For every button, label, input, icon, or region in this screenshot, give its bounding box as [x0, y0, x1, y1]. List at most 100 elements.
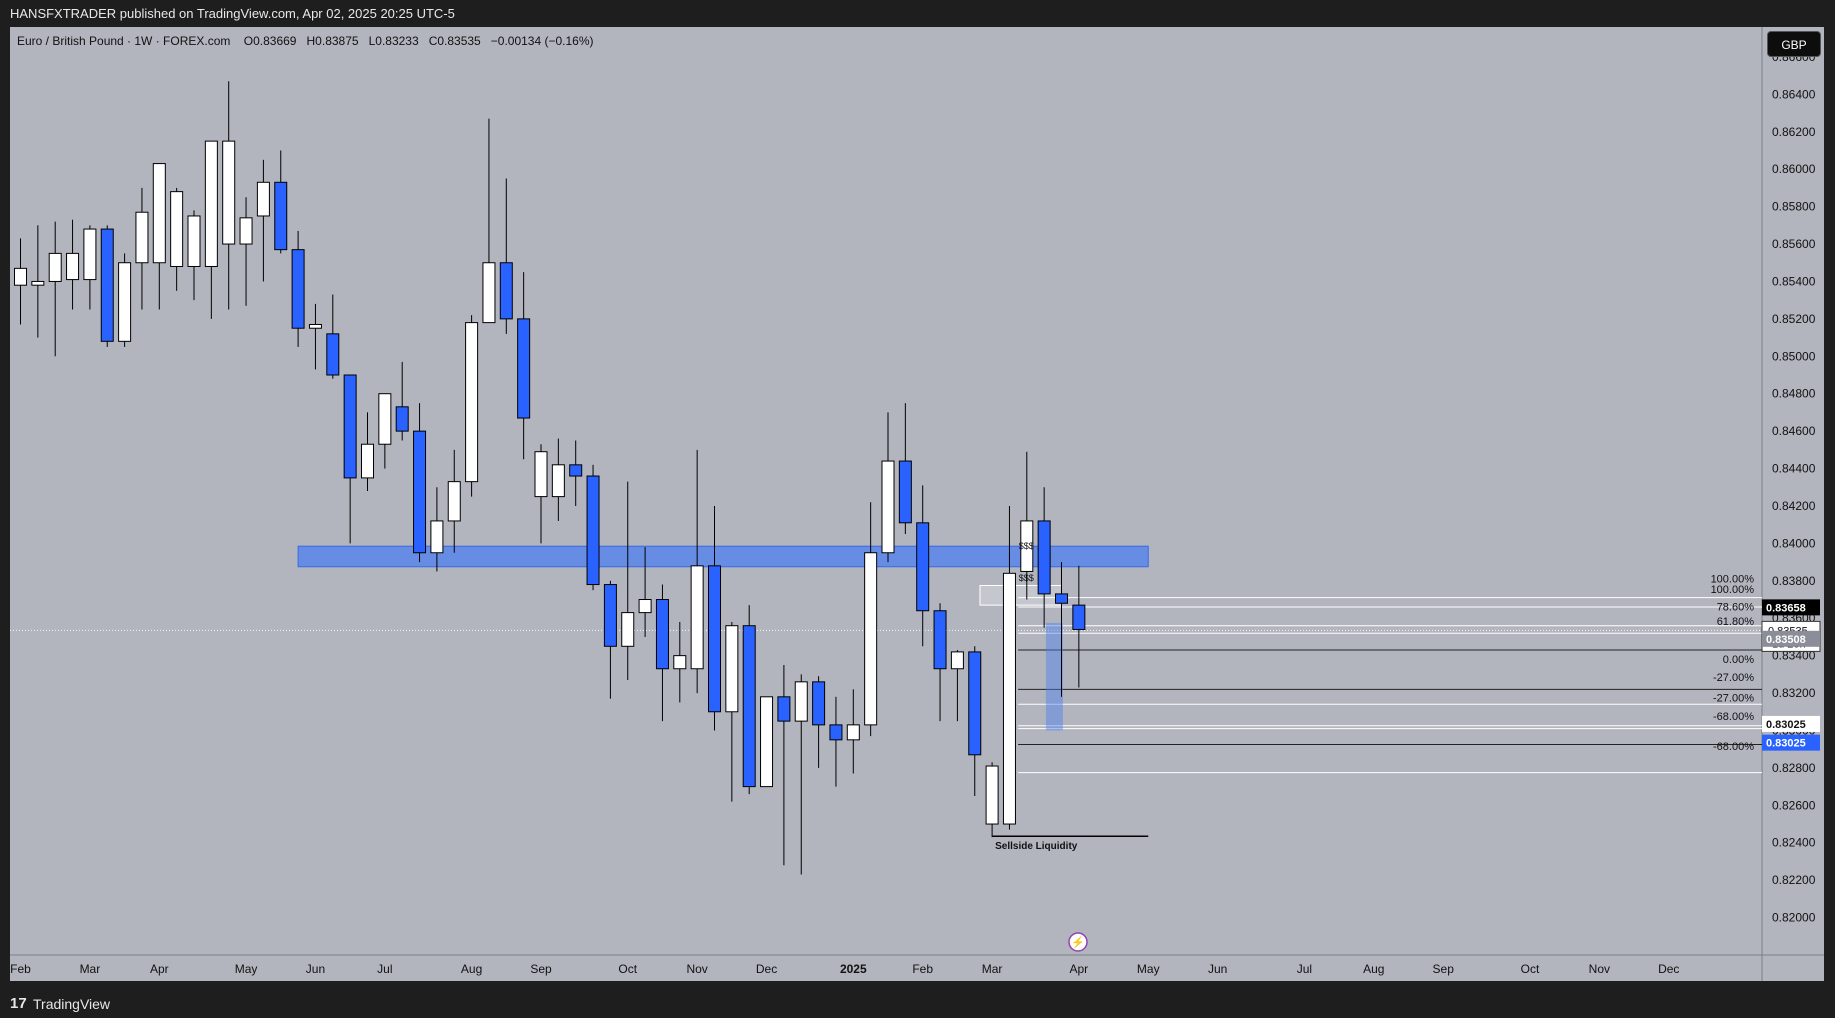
- candle-body[interactable]: [118, 262, 132, 342]
- candle-body[interactable]: [725, 625, 739, 713]
- candle-body[interactable]: [534, 451, 548, 498]
- projection-box[interactable]: [1045, 622, 1063, 731]
- price-tick-label: 0.85200: [1772, 312, 1816, 326]
- price-tick-label: 0.82600: [1772, 798, 1816, 812]
- candle-body[interactable]: [690, 565, 704, 670]
- candle-body[interactable]: [83, 228, 97, 281]
- candle-body[interactable]: [447, 481, 461, 522]
- candle-body[interactable]: [204, 140, 218, 267]
- candle-body[interactable]: [48, 252, 62, 282]
- candle-body[interactable]: [170, 191, 184, 267]
- price-axis[interactable]: [1762, 27, 1824, 955]
- legend-symbol: Euro / British Pound · 1W · FOREX.com: [17, 34, 231, 48]
- candle-body[interactable]: [881, 460, 895, 554]
- candle-body[interactable]: [274, 181, 288, 251]
- blue-supply-demand-zone[interactable]: [297, 545, 1149, 568]
- candle-body[interactable]: [864, 552, 878, 726]
- candle-body[interactable]: [1020, 520, 1034, 572]
- candle-body[interactable]: [898, 460, 912, 524]
- candle-body[interactable]: [187, 215, 201, 267]
- candle-body[interactable]: [499, 262, 513, 320]
- candle-body[interactable]: [1002, 572, 1016, 825]
- candle-body[interactable]: [517, 318, 531, 419]
- candle-body[interactable]: [916, 522, 930, 612]
- candle-body[interactable]: [343, 374, 357, 479]
- candle-body[interactable]: [933, 610, 947, 670]
- candle-body[interactable]: [655, 599, 669, 670]
- candle-body[interactable]: [482, 262, 496, 324]
- tradingview-logo-icon[interactable]: 17: [10, 995, 27, 1012]
- price-tick-label: 0.86200: [1772, 125, 1816, 139]
- chart-canvas[interactable]: 0.82000 0.82200 0.82400 0.82600 0.82800 0.830…: [0, 0, 1835, 990]
- time-tick-label: Apr: [1070, 962, 1089, 976]
- candle-body[interactable]: [586, 475, 600, 586]
- candle-body[interactable]: [603, 584, 617, 647]
- publish-header: HANSFXTRADER published on TradingView.co…: [0, 0, 1835, 27]
- candle-body[interactable]: [326, 333, 340, 376]
- time-tick-label: Jun: [1208, 962, 1227, 976]
- candle-body[interactable]: [708, 565, 721, 713]
- candle-body[interactable]: [378, 393, 392, 445]
- price-tag-target: 0.83025: [1766, 719, 1806, 731]
- fib-level-label: -27.00%: [1713, 692, 1754, 704]
- candle-body[interactable]: [291, 249, 305, 329]
- price-tick-label: 0.84800: [1772, 387, 1816, 401]
- legend-close: C0.83535: [428, 34, 481, 48]
- candle-body[interactable]: [413, 430, 427, 554]
- candle-body[interactable]: [794, 681, 808, 722]
- price-tag-target-blue: 0.83025: [1766, 738, 1806, 750]
- price-tag-open: 0.83508: [1766, 634, 1806, 646]
- candle-body[interactable]: [222, 140, 236, 245]
- candle-body[interactable]: [100, 228, 114, 342]
- price-tag-high: 0.83658: [1766, 602, 1806, 614]
- candle-body[interactable]: [742, 625, 756, 788]
- sss-label: $$$: [1019, 573, 1034, 583]
- candle-body[interactable]: [777, 696, 791, 722]
- candle-body[interactable]: [968, 651, 982, 756]
- candle-body[interactable]: [430, 520, 444, 554]
- price-tick-label: 0.82200: [1772, 873, 1816, 887]
- price-tick-label: 0.83800: [1772, 574, 1816, 588]
- price-tick-label: 0.82400: [1772, 836, 1816, 850]
- price-tick-label: 0.83200: [1772, 686, 1816, 700]
- candle-body[interactable]: [135, 211, 149, 264]
- lightning-icon[interactable]: [1068, 932, 1088, 952]
- candle-body[interactable]: [950, 651, 964, 670]
- candle-body[interactable]: [812, 681, 826, 726]
- candle-body[interactable]: [638, 599, 652, 614]
- candle-body[interactable]: [673, 655, 687, 670]
- candle-body[interactable]: [569, 464, 583, 477]
- candle-body[interactable]: [308, 323, 322, 329]
- candle-body[interactable]: [846, 724, 860, 741]
- candle-body[interactable]: [14, 267, 27, 286]
- candle-body[interactable]: [1055, 593, 1068, 604]
- candle-body[interactable]: [1072, 604, 1086, 630]
- fib-level-label: 100.00%: [1711, 584, 1755, 596]
- candle-body[interactable]: [551, 464, 565, 498]
- candle-body[interactable]: [395, 406, 409, 432]
- fib-level-label: 78.60%: [1717, 602, 1755, 614]
- sss-label: $$$: [1019, 541, 1034, 551]
- price-tick-label: 0.84600: [1772, 424, 1816, 438]
- time-tick-label: Sep: [530, 962, 552, 976]
- candle-body[interactable]: [31, 280, 45, 286]
- footer-brand[interactable]: TradingView: [33, 996, 111, 1012]
- price-tick-label: 0.85400: [1772, 274, 1816, 288]
- candle-body[interactable]: [66, 252, 80, 281]
- price-tick-label: 0.84000: [1772, 536, 1816, 550]
- time-tick-label: Jul: [377, 962, 392, 976]
- time-tick-label: May: [1137, 962, 1160, 976]
- candle-body[interactable]: [1037, 520, 1051, 595]
- candle-body[interactable]: [985, 765, 999, 825]
- price-tag-open-bg: [1762, 630, 1820, 647]
- candle-body[interactable]: [465, 322, 479, 483]
- candle-body[interactable]: [361, 443, 374, 479]
- candle-body[interactable]: [152, 163, 166, 264]
- candle-body[interactable]: [760, 696, 774, 788]
- currency-button[interactable]: GBP: [1767, 31, 1821, 57]
- time-axis[interactable]: [10, 955, 1824, 981]
- candle-body[interactable]: [621, 612, 635, 647]
- candle-body[interactable]: [829, 724, 843, 741]
- candle-body[interactable]: [239, 217, 253, 245]
- candle-body[interactable]: [256, 181, 270, 217]
